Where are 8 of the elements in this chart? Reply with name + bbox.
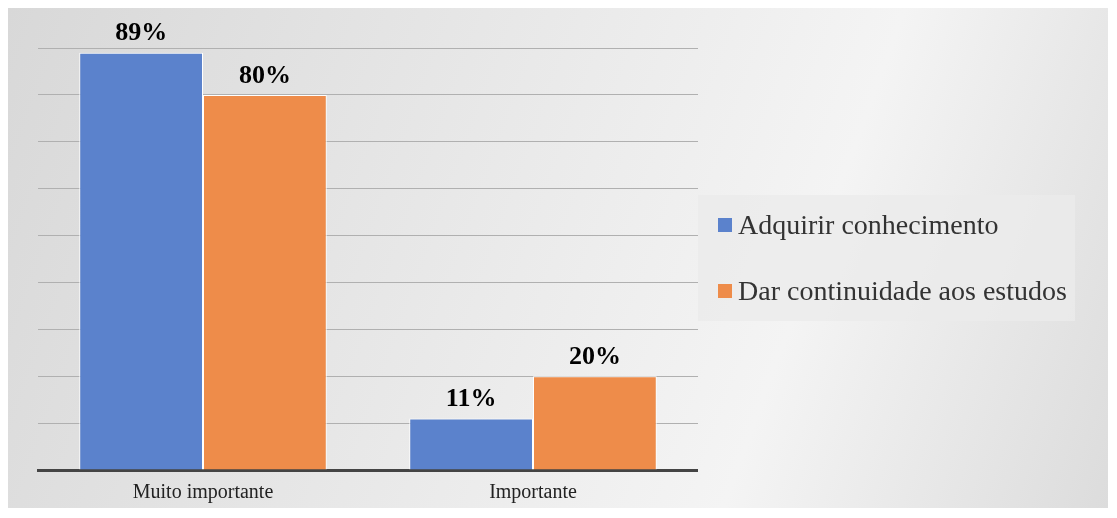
legend-label: Adquirir conhecimento <box>738 209 999 241</box>
legend-label: Dar continuidade aos estudos <box>738 275 1067 307</box>
x-tick-label: Importante <box>489 480 577 504</box>
data-label: 89% <box>115 17 168 47</box>
data-label: 80% <box>238 59 291 89</box>
x-tick-label: Muito importante <box>132 480 274 504</box>
data-label: 20% <box>568 340 621 370</box>
data-label: 11% <box>445 383 497 413</box>
